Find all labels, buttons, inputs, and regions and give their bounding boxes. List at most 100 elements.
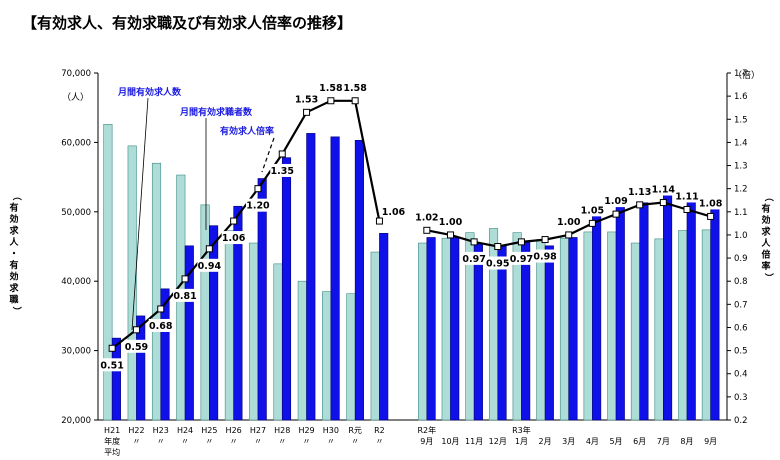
x-tick-label-line2: 〃 — [205, 437, 213, 446]
ratio-point — [375, 217, 383, 225]
x-tick-label-line1: R元 — [348, 426, 362, 435]
ratio-label-bg — [245, 198, 270, 212]
bar-kyujin — [686, 194, 696, 421]
right-axis-unit: （倍） — [733, 69, 760, 81]
ratio-point — [446, 231, 454, 239]
x-tick-label-line1: H28 — [274, 426, 290, 435]
ratio-label: 0.94 — [198, 261, 222, 272]
ratio-point — [588, 219, 596, 227]
bar-kyushoku — [273, 263, 283, 421]
right-axis-tick-label: 1.4 — [734, 138, 748, 148]
bar-kyujin — [111, 337, 121, 421]
x-tick-label-line2: 〃 — [351, 437, 359, 446]
bar-kyushoku — [127, 145, 137, 421]
bar-kyujin — [639, 202, 649, 421]
x-tick-label-line2: 8月 — [680, 437, 693, 446]
x-tick-label-line1: R2 — [374, 426, 385, 435]
right-axis-label-char: 人 — [760, 237, 771, 249]
right-axis-label: （ 有効求人倍率） — [760, 192, 774, 282]
bar-kyujin — [354, 140, 364, 421]
ratio-point — [108, 344, 116, 352]
ratio-point — [423, 226, 431, 234]
x-tick-label-line1: H30 — [323, 426, 339, 435]
ratio-label-bg — [580, 203, 605, 217]
bar-kyujin — [160, 288, 170, 421]
x-tick-label-line2: 11月 — [465, 437, 483, 446]
bar-kyushoku — [346, 293, 356, 421]
x-tick-label-line2: 3月 — [562, 437, 575, 446]
ratio-label: 0.95 — [486, 259, 509, 270]
ratio-label-bg — [414, 210, 439, 224]
ratio-label-bg — [651, 182, 676, 196]
bar-kyushoku — [224, 230, 234, 421]
ratio-point — [636, 201, 644, 209]
left-axis-tick-label: 50,000 — [61, 208, 91, 218]
bar-kyujin — [136, 315, 146, 421]
right-axis-label-char: 求 — [761, 226, 771, 238]
x-tick-label-line2: 〃 — [132, 437, 140, 446]
left-axis-label-char: 職 — [9, 294, 18, 306]
ratio-label: 1.58 — [343, 83, 367, 94]
ratio-label: 1.08 — [699, 198, 723, 209]
x-tick-label-line2: 〃 — [230, 437, 238, 446]
bar-kyushoku — [678, 230, 688, 421]
x-tick-label-line2: 年度 — [104, 436, 120, 446]
bar-kyujin — [544, 245, 554, 421]
ratio-label: 1.09 — [604, 196, 627, 207]
ratio-label-bg — [556, 214, 581, 228]
bar-kyujin — [710, 203, 720, 421]
right-axis-tick-label: 1.1 — [734, 208, 748, 218]
bar-kyujin — [663, 193, 673, 421]
bar-kyushoku — [418, 242, 428, 421]
ratio-point — [327, 97, 335, 105]
ratio-label-bg — [221, 231, 246, 245]
ratio-point — [470, 238, 478, 246]
chart-title: 【有効求人、有効求職及び有効求人倍率の推移】 — [22, 14, 352, 32]
right-axis-tick-label: 0.7 — [734, 300, 748, 310]
right-axis-tick-label: 1.5 — [734, 115, 748, 125]
x-tick-label-line2: 5月 — [609, 437, 622, 446]
ratio-label: 1.00 — [557, 217, 581, 228]
ratio-label-bg — [100, 358, 125, 372]
ratio-point — [132, 326, 140, 334]
left-axis-label-char: （ — [11, 191, 22, 200]
right-axis-label-char: ） — [763, 273, 774, 282]
ratio-label: 0.59 — [125, 342, 148, 353]
x-tick-label-line1: H22 — [128, 426, 144, 435]
ratio-label: 1.53 — [295, 94, 318, 105]
left-axis-label: （有効求人・有効求職） — [8, 191, 22, 315]
right-axis-tick-label: 0.2 — [734, 416, 748, 426]
ratio-line-layer — [108, 97, 715, 352]
left-axis-label-char: 効 — [9, 271, 18, 283]
ratio-point — [494, 243, 502, 250]
bar-kyushoku — [297, 280, 307, 421]
bar-kyujin — [209, 225, 219, 421]
ratio-label-bg — [698, 196, 723, 210]
bar-kyujin — [184, 245, 194, 421]
left-axis-tick-label: 40,000 — [61, 277, 91, 287]
right-axis-label-char: （ — [763, 192, 774, 201]
right-axis-label-char: 効 — [761, 214, 770, 226]
annotation-ratio-leader — [261, 137, 275, 173]
ratio-point — [351, 97, 359, 105]
ratio-point — [205, 245, 213, 253]
bar-kyujin — [306, 133, 316, 421]
x-tick-label-line1: H25 — [201, 426, 217, 435]
ratio-label: 0.81 — [173, 291, 196, 302]
right-axis-label-char: 有 — [761, 203, 770, 215]
bar-kyushoku — [536, 239, 546, 421]
right-axis-tick-label: 0.8 — [734, 277, 748, 287]
ratio-point — [181, 275, 189, 283]
bar-kyushoku — [441, 237, 451, 421]
right-axis-label-char: 率 — [761, 260, 770, 272]
left-axis-label-char: ・ — [9, 250, 18, 260]
ratio-label-bg — [270, 163, 295, 177]
bar-kyujin — [497, 244, 507, 421]
ratio-label: 0.51 — [100, 360, 123, 371]
ratio-label: 0.97 — [510, 254, 533, 265]
x-tick-label-line2: 2月 — [539, 437, 552, 446]
x-tick-label-line2: 〃 — [181, 437, 189, 446]
series-group-annual — [103, 124, 389, 421]
bar-kyushoku — [151, 162, 162, 421]
